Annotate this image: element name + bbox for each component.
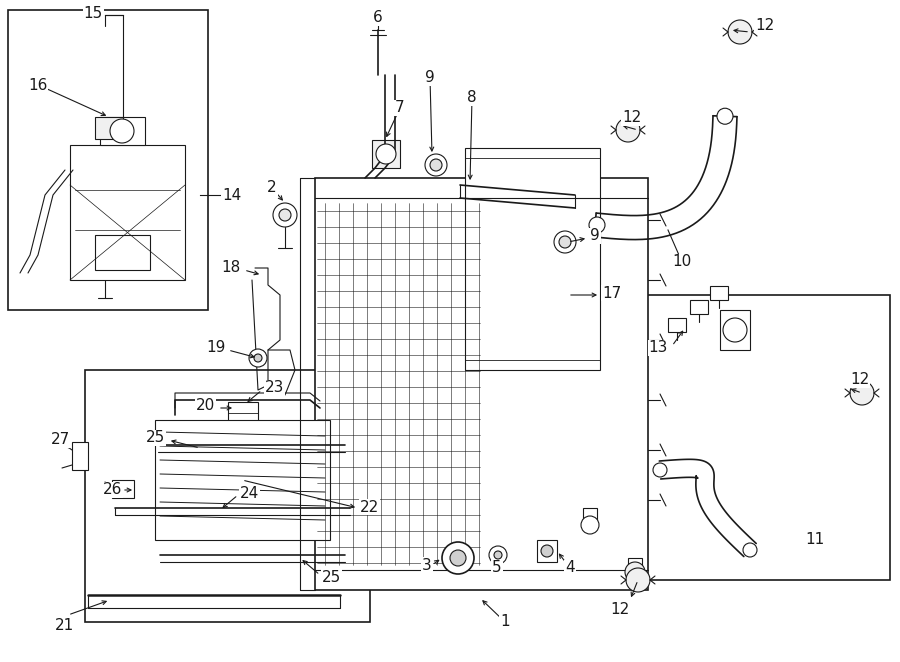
Circle shape: [653, 463, 667, 477]
Circle shape: [450, 550, 466, 566]
Text: 1: 1: [500, 614, 509, 630]
Text: 4: 4: [565, 561, 575, 575]
Circle shape: [554, 231, 576, 253]
Bar: [95, 117, 123, 139]
Text: 12: 12: [755, 17, 774, 32]
Bar: [95, 235, 150, 270]
Circle shape: [494, 551, 502, 559]
Bar: [583, 508, 597, 522]
Text: 11: 11: [806, 532, 824, 547]
Text: 7: 7: [395, 101, 405, 115]
Circle shape: [279, 209, 291, 221]
Text: 24: 24: [240, 485, 259, 500]
Bar: [628, 558, 642, 586]
Circle shape: [430, 159, 442, 171]
Text: 5: 5: [492, 561, 502, 575]
Bar: [720, 310, 750, 350]
Circle shape: [581, 516, 599, 534]
Text: 12: 12: [610, 602, 630, 617]
Text: 22: 22: [360, 500, 379, 514]
Text: 8: 8: [467, 91, 477, 105]
Circle shape: [616, 118, 640, 142]
Bar: [537, 540, 557, 562]
Text: 10: 10: [672, 254, 691, 269]
Text: 23: 23: [265, 381, 284, 395]
Text: 13: 13: [649, 340, 668, 355]
Text: 3: 3: [422, 557, 432, 573]
Text: 27: 27: [50, 432, 69, 448]
Text: 9: 9: [425, 70, 435, 85]
Text: 9: 9: [590, 228, 599, 244]
Bar: [70, 145, 185, 280]
Text: 17: 17: [602, 285, 621, 301]
Circle shape: [249, 349, 267, 367]
Circle shape: [489, 546, 507, 564]
Text: 6: 6: [374, 11, 382, 26]
Bar: [668, 318, 686, 332]
Circle shape: [425, 154, 447, 176]
Bar: [85, 370, 370, 622]
Text: 15: 15: [84, 7, 103, 21]
Circle shape: [254, 354, 262, 362]
Bar: [315, 178, 648, 590]
Text: 26: 26: [103, 483, 122, 498]
Text: 14: 14: [222, 187, 241, 203]
Text: 25: 25: [322, 569, 341, 585]
Circle shape: [589, 217, 605, 233]
Bar: [72, 442, 88, 470]
Circle shape: [273, 203, 297, 227]
Bar: [8, 10, 208, 310]
Circle shape: [559, 236, 571, 248]
Circle shape: [110, 119, 134, 143]
Circle shape: [626, 568, 650, 592]
Bar: [620, 295, 890, 580]
Text: 19: 19: [207, 340, 226, 355]
Circle shape: [541, 545, 553, 557]
Text: 2: 2: [267, 181, 277, 195]
Circle shape: [717, 108, 733, 124]
Circle shape: [376, 144, 396, 164]
Bar: [228, 402, 258, 424]
Bar: [100, 117, 145, 145]
Circle shape: [743, 543, 757, 557]
Text: 20: 20: [196, 399, 215, 414]
Circle shape: [723, 318, 747, 342]
Text: 18: 18: [221, 261, 241, 275]
Bar: [112, 480, 134, 498]
Circle shape: [442, 542, 474, 574]
Bar: [690, 300, 708, 314]
Bar: [710, 286, 728, 300]
Bar: [465, 148, 600, 370]
Circle shape: [728, 20, 752, 44]
Circle shape: [625, 562, 645, 582]
Text: 12: 12: [850, 373, 869, 387]
Circle shape: [850, 381, 874, 405]
Text: 12: 12: [622, 111, 641, 126]
Text: 16: 16: [28, 77, 48, 93]
Text: 25: 25: [146, 430, 165, 446]
Bar: [155, 420, 330, 540]
Text: 21: 21: [56, 618, 75, 633]
Bar: [372, 140, 400, 168]
